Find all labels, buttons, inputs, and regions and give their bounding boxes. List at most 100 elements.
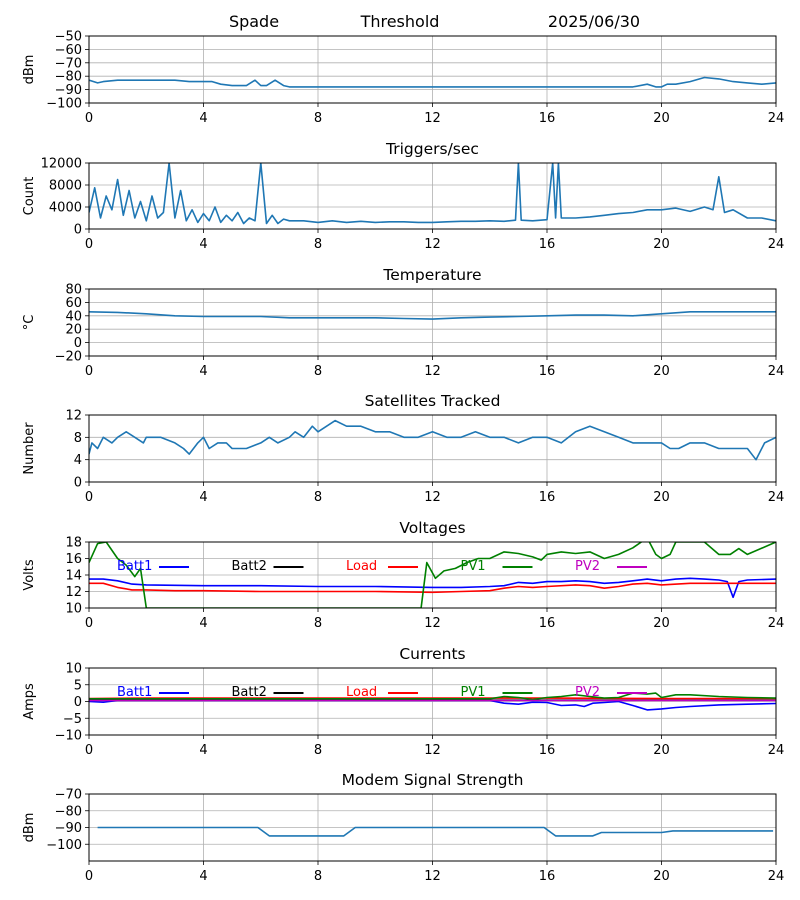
x-tick-label: 20: [653, 490, 670, 505]
y-axis-label: Count: [22, 177, 37, 216]
y-tick-label: 14: [65, 569, 82, 584]
x-tick-label: 20: [653, 111, 670, 126]
x-tick-label: 0: [85, 743, 93, 758]
x-tick-label: 8: [314, 364, 322, 379]
chart-title: Satellites Tracked: [365, 392, 501, 410]
station-name: Spade: [229, 12, 279, 31]
y-tick-label: 60: [65, 296, 82, 311]
axes-frame: [88, 162, 777, 230]
legend-label: Batt1: [117, 685, 152, 700]
x-tick-label: 20: [653, 364, 670, 379]
trigger-mode: Threshold: [360, 12, 440, 31]
y-tick-label: 0: [74, 223, 82, 238]
legend-label: PV2: [575, 685, 600, 700]
x-tick-label: 16: [539, 616, 556, 631]
chart-title: Currents: [399, 645, 465, 663]
x-tick-label: 4: [199, 364, 207, 379]
legend-label: PV2: [575, 559, 600, 574]
x-tick-label: 16: [539, 364, 556, 379]
y-tick-label: −70: [55, 56, 82, 71]
x-tick-label: 0: [85, 490, 93, 505]
series-line-load: [89, 582, 776, 594]
y-tick-label: −100: [46, 97, 82, 112]
y-tick-label: 12: [65, 585, 82, 600]
y-tick-label: −100: [46, 838, 82, 853]
y-tick-label: 12000: [41, 157, 82, 172]
record-date: 2025/06/30: [548, 12, 640, 31]
x-tick-label: 8: [314, 111, 322, 126]
x-tick-label: 0: [85, 869, 93, 884]
x-tick-label: 12: [424, 743, 441, 758]
chart-panel-7: −70−80 −90 −100 0 4 8 12 16 20 24 Modem Signal Str…: [22, 771, 784, 884]
y-tick-label: −80: [55, 70, 82, 85]
chart-title: Modem Signal Strength: [342, 771, 524, 789]
x-tick-label: 4: [199, 237, 207, 252]
x-tick-label: 20: [653, 743, 670, 758]
y-axis-label: °C: [22, 315, 37, 331]
legend-label: Load: [346, 685, 377, 700]
header: Spade Threshold 2025/06/30: [229, 12, 640, 31]
x-tick-label: 0: [85, 616, 93, 631]
legend-label: Batt1: [117, 559, 152, 574]
x-tick-label: 24: [768, 490, 785, 505]
y-tick-label: 10: [65, 602, 82, 617]
x-tick-label: 12: [424, 237, 441, 252]
y-tick-label: −5: [63, 712, 82, 727]
x-tick-label: 8: [314, 743, 322, 758]
x-tick-label: 12: [424, 490, 441, 505]
x-tick-label: 24: [768, 364, 785, 379]
x-tick-label: 8: [314, 869, 322, 884]
x-tick-label: 12: [424, 616, 441, 631]
legend-label: Batt2: [232, 559, 267, 574]
axes-frame: [88, 667, 777, 736]
y-tick-label: 0: [74, 476, 82, 491]
x-tick-label: 12: [424, 869, 441, 884]
y-tick-label: 12: [65, 409, 82, 424]
y-axis-label: Number: [22, 422, 37, 475]
y-tick-label: −90: [55, 83, 82, 98]
x-tick-label: 20: [653, 616, 670, 631]
axes-frame: [88, 288, 777, 357]
x-tick-label: 12: [424, 111, 441, 126]
y-tick-label: 10: [65, 662, 82, 677]
y-tick-label: 80: [65, 283, 82, 298]
axes-frame: [88, 793, 777, 862]
x-tick-label: 24: [768, 111, 785, 126]
chart-title: Triggers/sec: [385, 140, 479, 158]
x-tick-label: 4: [199, 869, 207, 884]
legend-label: Batt2: [232, 685, 267, 700]
x-tick-label: 4: [199, 743, 207, 758]
y-tick-label: −60: [55, 43, 82, 58]
y-tick-label: 20: [65, 323, 82, 338]
y-tick-label: −50: [55, 30, 82, 45]
axes-frame: [88, 35, 777, 104]
y-tick-label: 18: [65, 536, 82, 551]
y-axis-label: dBm: [22, 813, 37, 843]
legend-label: PV1: [461, 685, 486, 700]
x-tick-label: 16: [539, 743, 556, 758]
x-tick-label: 20: [653, 237, 670, 252]
chart-panel-4: 0 4 8 12 0 4 8 12 16 20 24 Satellites Tracked Number: [22, 392, 784, 505]
legend-label: Load: [346, 559, 377, 574]
x-tick-label: 8: [314, 616, 322, 631]
y-tick-label: −20: [55, 350, 82, 365]
axes-frame: [88, 414, 777, 483]
chart-panel-2: 0 4000 8000 12000 0 4 8 12 16 20 24 Triggers/sec Cou…: [22, 140, 784, 252]
y-tick-label: −70: [55, 788, 82, 803]
y-axis-label: Volts: [22, 559, 37, 591]
series-line-pv1: [89, 692, 776, 701]
y-tick-label: 4: [74, 453, 82, 468]
x-tick-label: 0: [85, 364, 93, 379]
y-tick-label: 8: [74, 431, 82, 446]
y-axis-label: dBm: [22, 55, 37, 85]
x-tick-label: 24: [768, 237, 785, 252]
x-tick-label: 16: [539, 111, 556, 126]
series-line: [97, 826, 774, 837]
axes-frame: [88, 541, 777, 609]
y-axis-label: Amps: [22, 683, 37, 720]
y-tick-label: −90: [55, 821, 82, 836]
